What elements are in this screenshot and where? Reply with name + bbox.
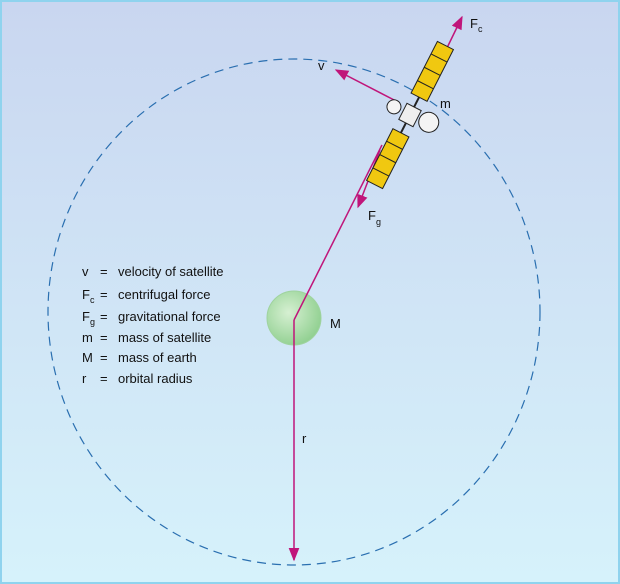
legend-separator: = bbox=[100, 371, 108, 386]
legend-symbol-text: F bbox=[82, 309, 90, 324]
legend-symbol-text: r bbox=[82, 371, 87, 386]
legend-symbol-text: M bbox=[82, 350, 93, 365]
legend-symbol: m bbox=[82, 330, 93, 345]
background bbox=[1, 1, 619, 583]
earth-mass-label: M bbox=[330, 316, 341, 331]
legend-symbol: v bbox=[82, 264, 89, 279]
legend-separator: = bbox=[100, 350, 108, 365]
legend-separator: = bbox=[100, 330, 108, 345]
legend-symbol: r bbox=[82, 371, 87, 386]
legend-subscript: g bbox=[90, 317, 95, 327]
legend-description: velocity of satellite bbox=[118, 264, 224, 279]
legend-separator: = bbox=[100, 309, 108, 324]
legend-subscript: c bbox=[90, 295, 95, 305]
velocity-label: v bbox=[318, 58, 325, 73]
legend-description: mass of satellite bbox=[118, 330, 211, 345]
diagram: v Fc Fg m M r v=velocity of satelliteFc=… bbox=[0, 0, 620, 584]
legend-description: centrifugal force bbox=[118, 287, 211, 302]
radius-label: r bbox=[302, 431, 307, 446]
legend-symbol-text: F bbox=[82, 287, 90, 302]
satellite-mass-label: m bbox=[440, 96, 451, 111]
legend-description: orbital radius bbox=[118, 371, 193, 386]
legend-separator: = bbox=[100, 287, 108, 302]
legend-symbol: M bbox=[82, 350, 93, 365]
legend-symbol-text: v bbox=[82, 264, 89, 279]
legend-description: gravitational force bbox=[118, 309, 221, 324]
legend-symbol-text: m bbox=[82, 330, 93, 345]
legend-separator: = bbox=[100, 264, 108, 279]
legend-description: mass of earth bbox=[118, 350, 197, 365]
